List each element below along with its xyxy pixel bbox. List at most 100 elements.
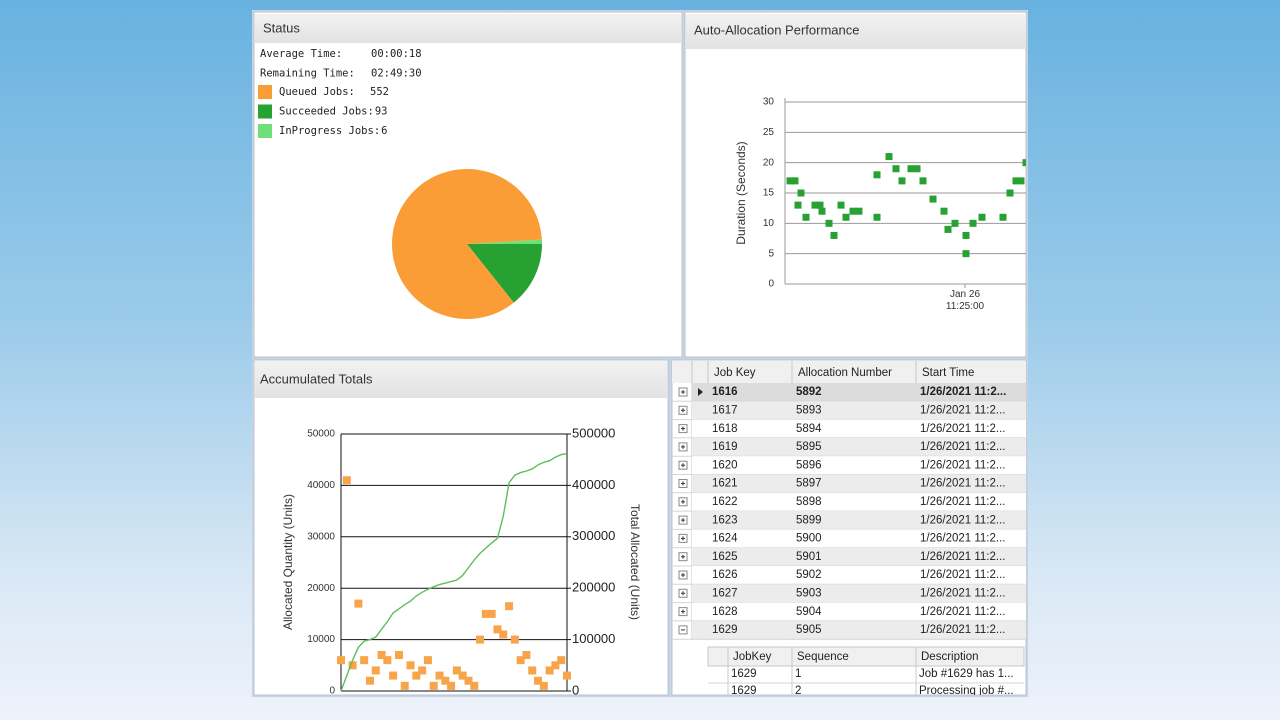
cell: 5895 xyxy=(796,441,822,453)
cell: 1629 xyxy=(712,624,738,636)
performance-panel xyxy=(684,11,1027,358)
point xyxy=(476,635,485,644)
point xyxy=(447,681,456,690)
panel-header xyxy=(255,361,667,398)
grid-row[interactable] xyxy=(692,620,1026,640)
cell: 1622 xyxy=(712,496,738,508)
point xyxy=(383,656,392,665)
point xyxy=(499,630,508,639)
cell: 1621 xyxy=(712,478,738,490)
grid-row[interactable] xyxy=(692,529,1026,548)
y2-tick-label: 100000 xyxy=(572,631,615,646)
grid-row[interactable] xyxy=(692,383,1026,402)
legend-value: 93 xyxy=(375,106,388,118)
grid-row[interactable] xyxy=(692,547,1026,566)
grid-row[interactable] xyxy=(692,456,1026,475)
cell: 5894 xyxy=(796,423,822,435)
y2-tick-label: 400000 xyxy=(572,477,615,492)
point xyxy=(873,213,881,221)
y-tick-label: 0 xyxy=(329,686,335,697)
point xyxy=(493,625,502,634)
point xyxy=(1022,159,1026,167)
point xyxy=(907,165,915,173)
legend-label: Queued Jobs: xyxy=(279,86,355,98)
cell: 1/26/2021 11:2... xyxy=(920,423,1005,435)
point xyxy=(441,676,450,685)
point xyxy=(786,177,794,185)
panel-header xyxy=(255,14,681,43)
y-tick-label: 50000 xyxy=(307,429,335,440)
cell: 1616 xyxy=(712,386,738,398)
y2-tick-label: 300000 xyxy=(572,528,615,543)
point xyxy=(458,671,467,680)
column-header[interactable]: Job Key xyxy=(714,367,756,379)
detail-column-header[interactable]: Description xyxy=(921,651,979,663)
point xyxy=(830,231,838,239)
point xyxy=(406,661,415,670)
cell: 1/26/2021 11:2... xyxy=(920,404,1005,416)
point xyxy=(452,666,461,675)
point xyxy=(969,219,977,227)
cell: 1/26/2021 11:2... xyxy=(920,624,1005,636)
detail-header xyxy=(707,646,1025,667)
point xyxy=(516,656,525,665)
point xyxy=(470,681,479,690)
point xyxy=(791,177,799,185)
point xyxy=(412,671,421,680)
detail-cell: Job #1629 has 1... xyxy=(919,668,1014,680)
cell: 5896 xyxy=(796,459,822,471)
point xyxy=(481,609,490,618)
point xyxy=(797,189,805,197)
grid-row[interactable] xyxy=(692,437,1026,457)
field-value: 02:49:30 xyxy=(371,68,422,80)
grid-row[interactable] xyxy=(692,566,1026,585)
point xyxy=(794,201,802,209)
point xyxy=(342,476,351,485)
cell: 1619 xyxy=(712,441,738,453)
y2-tick-label: 0 xyxy=(572,682,579,697)
legend-swatch xyxy=(258,85,272,99)
cell: 1/26/2021 11:2... xyxy=(920,478,1005,490)
point xyxy=(551,661,560,670)
legend-label: InProgress Jobs: xyxy=(279,125,380,137)
y2-tick-label: 200000 xyxy=(572,580,615,595)
point xyxy=(337,656,345,665)
point xyxy=(913,165,921,173)
point xyxy=(919,177,927,185)
column-header[interactable]: Start Time xyxy=(922,367,974,379)
detail-column-header[interactable]: Sequence xyxy=(797,651,849,663)
detail-column-header[interactable]: JobKey xyxy=(733,651,772,663)
cell: 1/26/2021 11:2... xyxy=(920,569,1005,581)
grid-row[interactable] xyxy=(692,474,1026,493)
point xyxy=(365,676,374,685)
cell: 1/26/2021 11:2... xyxy=(920,533,1005,545)
pie-slice xyxy=(467,239,542,244)
grid-row[interactable] xyxy=(692,511,1026,530)
point xyxy=(505,602,514,611)
legend-value: 6 xyxy=(381,125,387,137)
point xyxy=(816,201,824,209)
y-tick-label: 10000 xyxy=(307,634,335,645)
point xyxy=(360,656,369,665)
point xyxy=(1012,177,1020,185)
grid-row[interactable] xyxy=(692,419,1026,438)
column-header[interactable]: Allocation Number xyxy=(798,367,892,379)
cell: 1625 xyxy=(712,551,738,563)
point xyxy=(1017,177,1025,185)
status-content: Average Time: 00:00:18 Remaining Time: 02:4… xyxy=(258,48,542,319)
grid-row[interactable] xyxy=(692,602,1026,621)
detail-cell: 1629 xyxy=(731,668,757,680)
legend-value: 552 xyxy=(370,86,389,98)
point xyxy=(802,213,810,221)
detail-cell: 1 xyxy=(795,668,801,680)
detail-cell: Processing job #... xyxy=(919,685,1014,697)
y2-tick-label: 500000 xyxy=(572,425,615,440)
grid-row[interactable] xyxy=(692,584,1026,603)
grid-row[interactable] xyxy=(692,401,1026,420)
grid-row[interactable] xyxy=(692,492,1026,512)
total-line xyxy=(340,452,568,692)
detail-cell: 2 xyxy=(795,685,801,697)
point xyxy=(1006,189,1014,197)
panel-title: Status xyxy=(263,20,300,35)
panel-title: Accumulated Totals xyxy=(260,371,373,386)
